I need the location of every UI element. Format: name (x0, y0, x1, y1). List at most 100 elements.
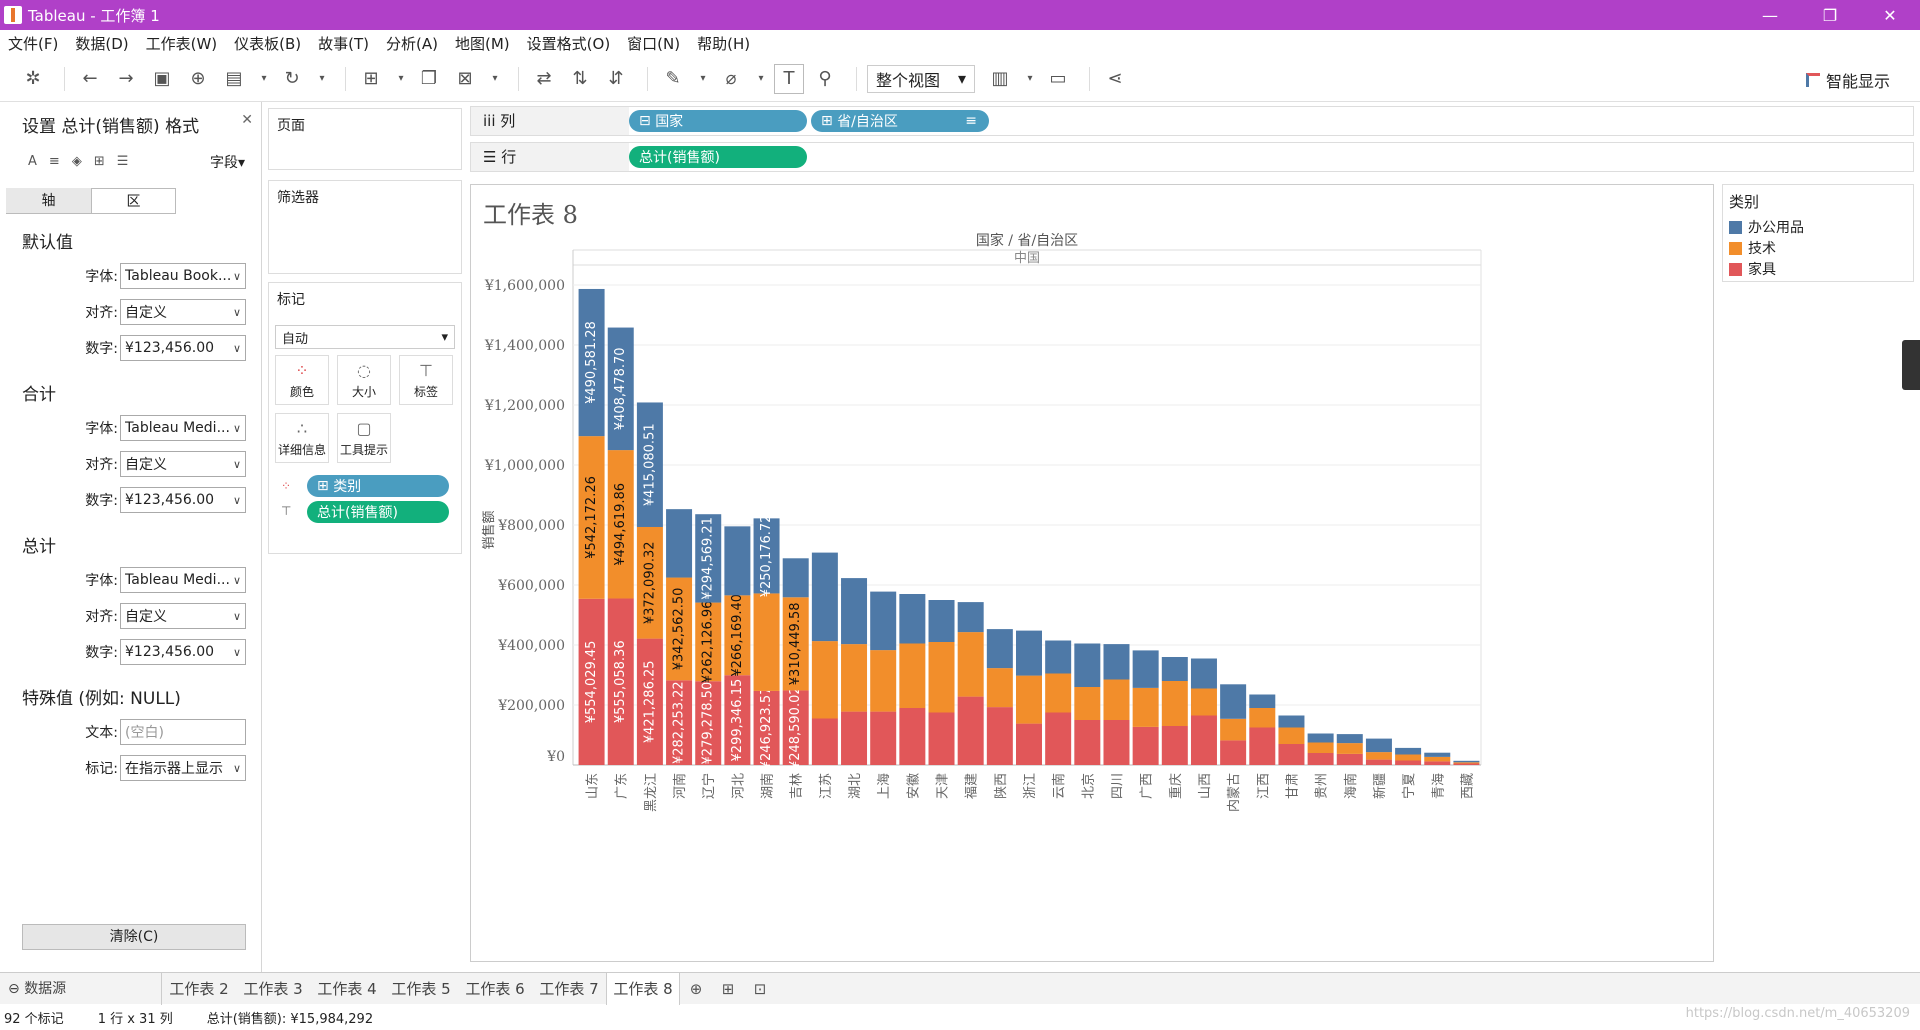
sales-label-pill[interactable]: 总计(销售额) (307, 501, 449, 523)
total-align-select[interactable]: 自定义 ∨ (120, 603, 246, 629)
sort-descending-icon[interactable]: ⇵ (608, 68, 624, 89)
new-story-icon[interactable]: ⊡ (753, 979, 767, 998)
clear-button[interactable]: 清除(C) (22, 924, 246, 950)
new-datasource-icon[interactable]: ⊕ (190, 68, 206, 89)
color-button[interactable]: ⁘ 颜色 (275, 355, 329, 405)
sort-ascending-icon[interactable]: ⇅ (572, 68, 588, 89)
subtotal-number-select[interactable]: ¥123,456.00 ∨ (120, 487, 246, 513)
bar-segment (1453, 762, 1480, 764)
country-header: 中国 (1014, 251, 1040, 266)
chevron-down-icon[interactable]: ▾ (261, 73, 267, 84)
filters-card[interactable]: 筛选器 (268, 180, 462, 274)
menu-format[interactable]: 设置格式(O) (526, 34, 611, 53)
chevron-down-icon[interactable]: ▾ (492, 73, 498, 84)
highlight-icon[interactable]: ✎ (665, 68, 681, 89)
default-align-select[interactable]: 自定义 ∨ (120, 299, 246, 325)
clear-sheet-icon[interactable]: ⊠ (457, 68, 473, 89)
chevron-down-icon[interactable]: ▾ (398, 73, 404, 84)
duplicate-icon[interactable]: ❐ (420, 68, 438, 89)
swap-icon[interactable]: ⇄ (536, 68, 552, 89)
bar-segment (1132, 726, 1159, 765)
sheet-tab[interactable]: 工作表 2 (169, 979, 229, 998)
redo-icon[interactable]: → (118, 68, 134, 89)
total-number-select[interactable]: ¥123,456.00 ∨ (120, 639, 246, 665)
special-mark-select[interactable]: 在指示器上显示 ∨ (120, 755, 246, 781)
show-labels-icon[interactable]: T (774, 63, 804, 94)
sheet-tab[interactable]: 工作表 6 (465, 979, 525, 998)
menu-file[interactable]: 文件(F) (8, 34, 59, 53)
view-mode-select[interactable]: 整个视图 ▾ (867, 64, 975, 93)
borders-icon[interactable]: ⊞ (93, 154, 105, 169)
undo-icon[interactable]: ← (82, 68, 98, 89)
default-number-select[interactable]: ¥123,456.00 ∨ (120, 335, 246, 361)
menu-help[interactable]: 帮助(H) (697, 34, 751, 53)
subtotal-align-select[interactable]: 自定义 ∨ (120, 451, 246, 477)
country-pill[interactable]: ⊟ 国家 (629, 110, 807, 132)
mark-type-select[interactable]: 自动 ▾ (275, 325, 455, 349)
tab-pane[interactable]: 区 (90, 188, 176, 213)
sales-row-pill[interactable]: 总计(销售额) (629, 146, 807, 168)
menu-window[interactable]: 窗口(N) (627, 34, 681, 53)
close-button[interactable]: ✕ (1883, 5, 1897, 25)
chevron-down-icon[interactable]: ▾ (758, 73, 764, 84)
show-me-button[interactable]: 智能显示 (1805, 68, 1890, 92)
menu-worksheet[interactable]: 工作表(W) (145, 34, 218, 53)
refresh-icon[interactable]: ↻ (284, 68, 300, 89)
pause-updates-icon[interactable]: ▤ (225, 68, 243, 89)
new-worksheet-icon[interactable]: ⊕ (689, 979, 703, 998)
bar-segment (986, 629, 1013, 669)
data-label: ¥299,346.15 (730, 679, 745, 762)
pages-card[interactable]: 页面 (268, 108, 462, 170)
legend-item[interactable]: 技术 (1729, 238, 1776, 258)
datasource-tab[interactable]: ⊖ 数据源 (0, 972, 162, 1005)
sheet-tab[interactable]: 工作表 4 (317, 979, 377, 998)
size-button[interactable]: ◌ 大小 (337, 355, 391, 405)
share-icon[interactable]: ⋖ (1107, 68, 1123, 89)
detail-button[interactable]: ∴ 详细信息 (275, 413, 329, 463)
legend-item[interactable]: 家具 (1729, 259, 1776, 279)
menu-map[interactable]: 地图(M) (455, 34, 510, 53)
shading-icon[interactable]: ◈ (71, 154, 82, 169)
bar-segment (899, 643, 926, 708)
menu-dashboard[interactable]: 仪表板(B) (234, 34, 302, 53)
minimize-button[interactable]: — (1762, 5, 1778, 25)
pin-icon[interactable]: ⚲ (818, 68, 832, 89)
tooltip-button[interactable]: ▢ 工具提示 (337, 413, 391, 463)
sheet-tab-active[interactable]: 工作表 8 (606, 972, 680, 1005)
field-dropdown[interactable]: 字段▾ (209, 155, 245, 171)
chevron-down-icon[interactable]: ▾ (1027, 73, 1033, 84)
new-worksheet-icon[interactable]: ⊞ (363, 68, 379, 89)
chevron-down-icon[interactable]: ▾ (700, 73, 706, 84)
default-font-select[interactable]: Tableau Book... ∨ (120, 263, 246, 289)
province-pill[interactable]: ⊞ 省/自治区 ≡ (811, 110, 989, 132)
label-button[interactable]: ⊤ 标签 (399, 355, 453, 405)
group-icon[interactable]: ⌀ (725, 68, 737, 89)
columns-shelf[interactable]: iii 列 ⊟ 国家 ⊞ 省/自治区 ≡ (470, 106, 1914, 136)
chevron-down-icon[interactable]: ▾ (319, 73, 325, 84)
menu-data[interactable]: 数据(D) (75, 34, 129, 53)
close-icon[interactable]: ✕ (241, 112, 253, 128)
new-dashboard-icon[interactable]: ⊞ (721, 979, 735, 998)
sheet-tab[interactable]: 工作表 7 (539, 979, 599, 998)
menu-story[interactable]: 故事(T) (318, 34, 370, 53)
font-icon[interactable]: A (28, 154, 37, 169)
sheet-tab[interactable]: 工作表 5 (391, 979, 451, 998)
rows-shelf[interactable]: ☰ 行 总计(销售额) (470, 142, 1914, 172)
lines-icon[interactable]: ☰ (116, 154, 129, 169)
data-label: ¥494,619.86 (613, 483, 628, 566)
tab-axis[interactable]: 轴 (6, 188, 91, 213)
category-pill[interactable]: ⊞ 类别 (307, 475, 449, 497)
menu-analysis[interactable]: 分析(A) (386, 34, 438, 53)
presentation-icon[interactable]: ▭ (1049, 68, 1067, 89)
subtotal-font-select[interactable]: Tableau Medi... ∨ (120, 415, 246, 441)
save-icon[interactable]: ▣ (153, 68, 171, 89)
total-font-select[interactable]: Tableau Medi... ∨ (120, 567, 246, 593)
legend-item[interactable]: 办公用品 (1729, 217, 1804, 237)
tableau-home-icon[interactable]: ✲ (25, 68, 41, 89)
restore-button[interactable]: ❐ (1822, 5, 1838, 25)
special-text-input[interactable]: (空白) (120, 719, 246, 745)
show-cards-icon[interactable]: ▥ (991, 68, 1009, 89)
side-panel-handle[interactable] (1902, 340, 1920, 390)
sheet-tab[interactable]: 工作表 3 (243, 979, 303, 998)
alignment-icon[interactable]: ≡ (48, 154, 60, 169)
